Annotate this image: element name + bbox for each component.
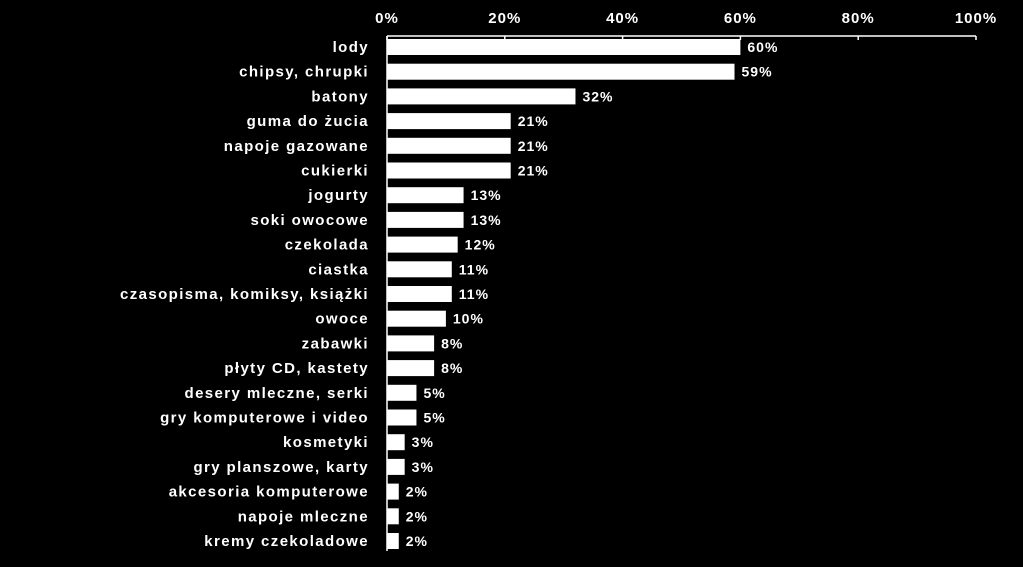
category-label: kremy czekoladowe	[204, 533, 369, 550]
category-label: cukierki	[301, 163, 369, 180]
category-label: desery mleczne, serki	[185, 385, 370, 402]
x-tick-label: 40%	[606, 10, 639, 27]
bar	[387, 211, 464, 228]
bar	[387, 162, 511, 179]
category-label: soki owocowe	[251, 212, 370, 229]
x-tick-label: 100%	[955, 10, 997, 27]
bar	[387, 286, 452, 302]
value-label: 2%	[406, 533, 428, 549]
bar	[387, 236, 458, 253]
value-label: 12%	[465, 237, 496, 253]
bar	[387, 335, 435, 352]
value-label: 21%	[518, 138, 549, 154]
value-label: 3%	[412, 434, 434, 450]
value-label: 13%	[471, 187, 502, 203]
value-label: 2%	[406, 508, 428, 524]
value-label: 10%	[453, 311, 484, 327]
value-label: 60%	[747, 39, 778, 55]
x-tick-label: 80%	[842, 10, 875, 27]
bar	[387, 458, 405, 475]
bar	[387, 434, 405, 451]
bar	[387, 137, 511, 154]
value-label: 3%	[412, 459, 434, 475]
bar	[387, 187, 464, 204]
bar	[387, 384, 417, 401]
bar	[387, 310, 446, 327]
category-label: płyty CD, kastety	[224, 360, 369, 377]
bar	[387, 261, 452, 278]
x-tick-label: 60%	[724, 10, 757, 27]
category-label: gry planszowe, karty	[193, 459, 369, 476]
value-label: 59%	[742, 64, 773, 80]
category-label: kosmetyki	[283, 434, 369, 451]
bar	[387, 360, 435, 377]
x-tick-label: 0%	[375, 10, 399, 27]
value-label: 13%	[471, 212, 502, 228]
bar	[387, 409, 417, 426]
value-label: 5%	[423, 410, 445, 426]
value-label: 8%	[441, 360, 463, 376]
value-label: 8%	[441, 335, 463, 351]
bar	[387, 113, 511, 130]
category-label: ciastka	[308, 261, 369, 278]
value-label: 21%	[518, 163, 549, 179]
bar	[387, 39, 741, 55]
category-label: czekolada	[285, 237, 369, 254]
category-label: owoce	[315, 311, 369, 328]
value-label: 5%	[423, 385, 445, 401]
bar	[387, 88, 576, 105]
category-label: zabawki	[302, 335, 369, 352]
bar	[387, 533, 399, 549]
value-label: 11%	[459, 261, 489, 277]
category-label: napoje mleczne	[238, 508, 369, 525]
x-tick-label: 20%	[488, 10, 521, 27]
bar	[387, 63, 735, 80]
category-label: czasopisma, komiksy, książki	[120, 286, 369, 303]
labels: lody 60% chipsy, chrupki 59% batony 32% guma d…	[120, 39, 778, 550]
category-label: lody	[333, 39, 369, 56]
category-label: napoje gazowane	[224, 138, 369, 155]
category-label: batony	[311, 88, 369, 105]
category-label: gry komputerowe i video	[160, 410, 369, 427]
value-label: 21%	[518, 113, 549, 129]
bars	[387, 39, 741, 549]
value-label: 11%	[459, 286, 489, 302]
category-label: chipsy, chrupki	[239, 64, 369, 81]
value-label: 2%	[406, 484, 428, 500]
bar	[387, 483, 399, 500]
category-label: akcesoria komputerowe	[169, 484, 369, 501]
category-label: jogurty	[307, 187, 369, 204]
value-label: 32%	[582, 88, 613, 104]
category-label: guma do żucia	[247, 113, 369, 130]
bar	[387, 508, 399, 525]
